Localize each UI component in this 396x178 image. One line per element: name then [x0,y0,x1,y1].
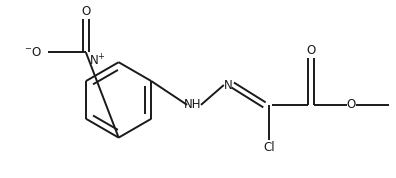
Text: O: O [346,98,356,111]
Text: N$^{+}$: N$^{+}$ [89,53,106,69]
Text: N: N [223,78,232,91]
Text: O: O [307,44,316,57]
Text: NH: NH [184,98,202,111]
Text: $^{-}$O: $^{-}$O [24,46,42,59]
Text: Cl: Cl [264,141,275,154]
Text: O: O [81,5,91,18]
